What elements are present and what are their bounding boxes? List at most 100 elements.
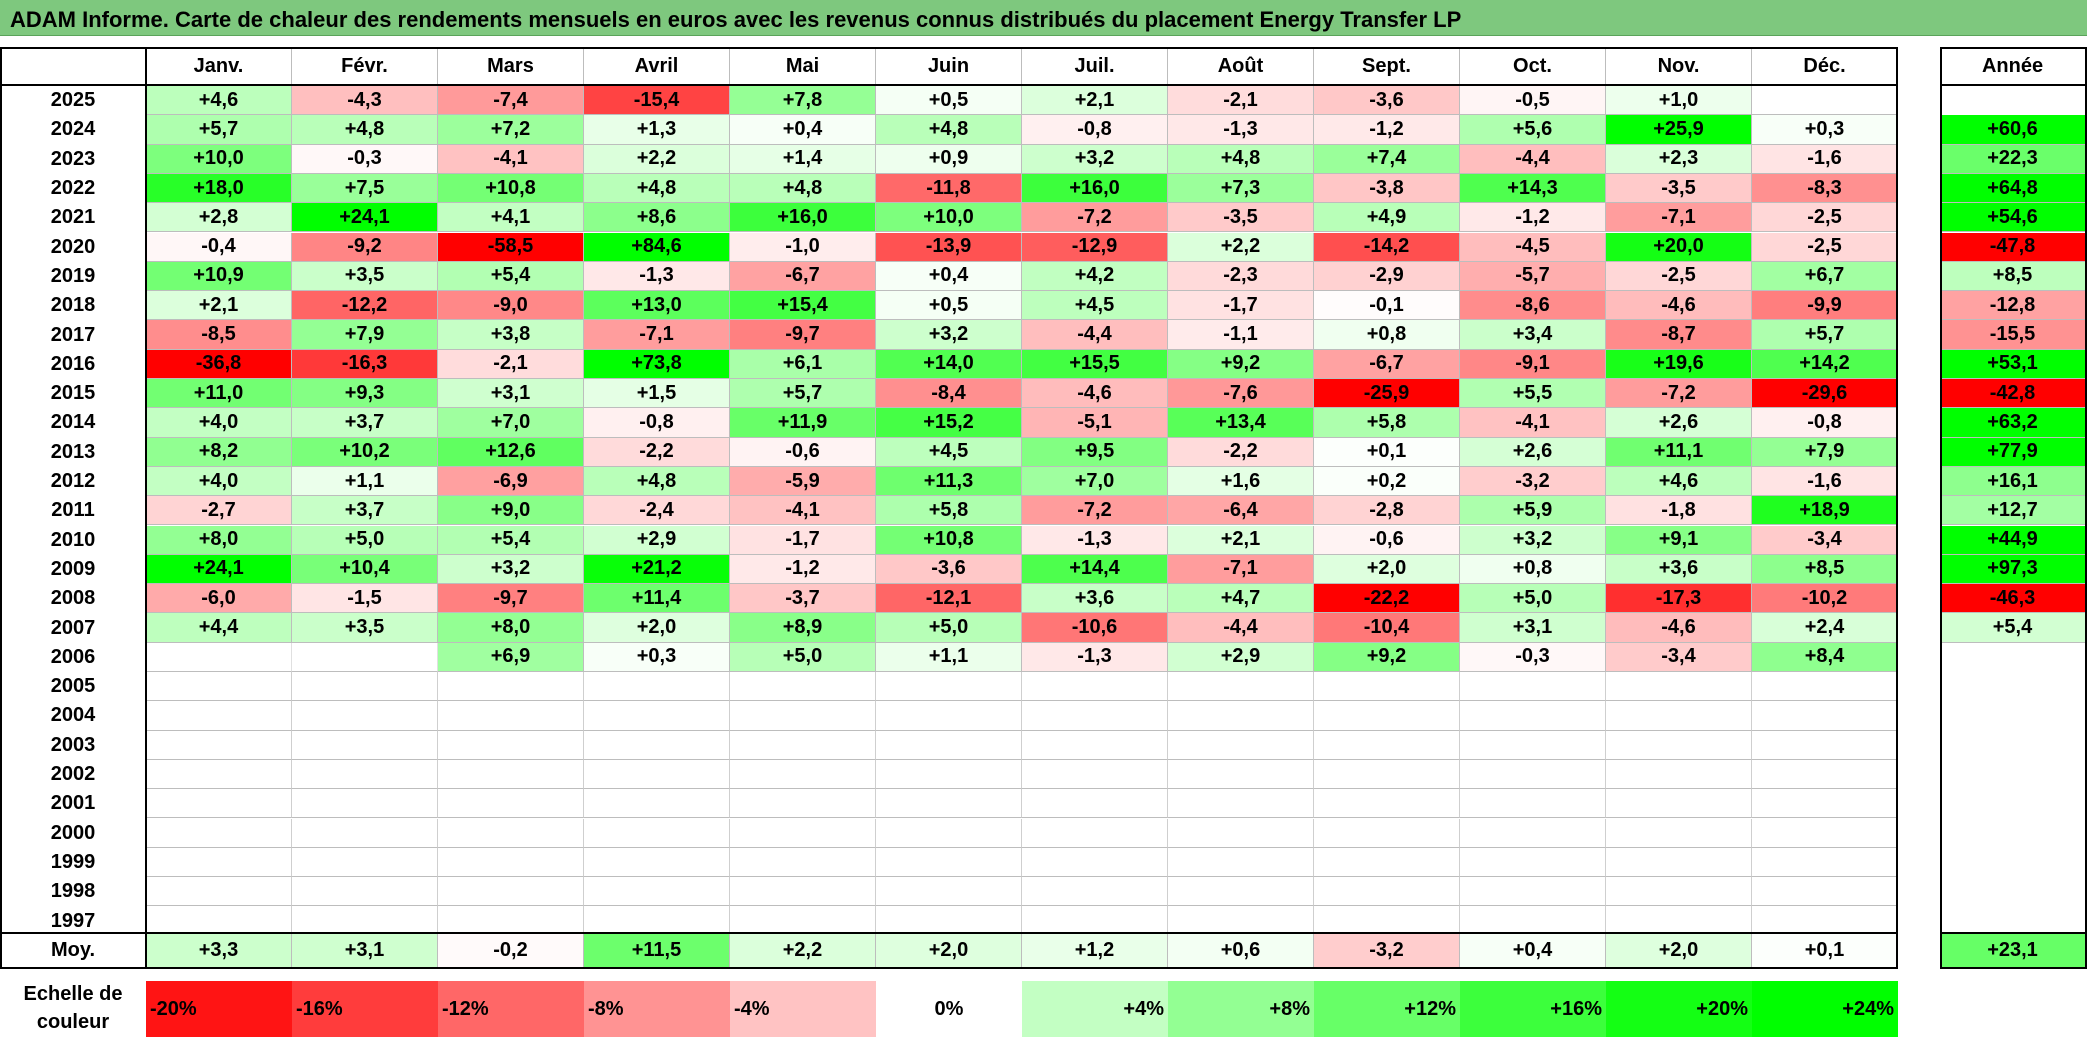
heatmap-cell [1460,730,1606,760]
heatmap-cell: -4,4 [1168,613,1314,643]
heatmap-cell: +2,8 [146,203,292,233]
heatmap-cell: +8,0 [146,525,292,555]
heatmap-cell [1168,701,1314,731]
year-label: 2018 [50,294,96,317]
heatmap-cell [1314,847,1460,878]
heatmap-cell [876,847,1022,878]
column-header: Mai [730,47,876,85]
heatmap-cell [1460,818,1606,848]
heatmap-cell: +2,1 [1168,525,1314,555]
heatmap-cell: +4,5 [1022,291,1168,321]
heatmap-cell [876,730,1022,760]
heatmap-cell: +24,1 [292,203,438,233]
heatmap-cell: -6,0 [146,584,292,614]
annual-cell: -46,3 [1940,584,2085,614]
heatmap-cell: +0,8 [1314,320,1460,350]
average-cell: +2,2 [730,933,876,967]
heatmap-cell: -0,8 [584,408,730,438]
heatmap-cell: -1,2 [730,554,876,585]
heatmap-cell: -4,1 [1460,408,1606,438]
heatmap-cell: +2,6 [1606,408,1752,438]
heatmap-cell: +7,5 [292,173,438,204]
heatmap-cell: +5,8 [876,496,1022,526]
heatmap-cell [1606,672,1752,702]
heatmap-cell: -3,2 [1460,466,1606,497]
heatmap-cell: +10,9 [146,261,292,292]
average-cell: +0,6 [1168,933,1314,967]
year-label: 2008 [50,587,96,610]
heatmap-cell: -7,2 [1606,379,1752,409]
heatmap-cell [1168,759,1314,790]
heatmap-cell: +2,2 [1168,232,1314,262]
heatmap-cell: -1,7 [1168,291,1314,321]
annual-cell [1940,86,2085,116]
heatmap-cell: -1,7 [730,525,876,555]
heatmap-cell: +4,8 [584,466,730,497]
heatmap-cell: +1,5 [584,379,730,409]
heatmap-cell: +24,1 [146,554,292,585]
heatmap-cell: +4,9 [1314,203,1460,233]
heatmap-cell: +2,2 [584,144,730,174]
heatmap-cell: +4,8 [1168,144,1314,174]
heatmap-cell [730,877,876,907]
heatmap-cell: -2,7 [146,496,292,526]
year-label: 1999 [50,850,96,873]
year-label: 2006 [50,645,96,668]
heatmap-cell [1168,906,1314,936]
annual-cell: +12,7 [1940,496,2085,526]
heatmap-cell: -0,8 [1022,115,1168,145]
heatmap-cell [1022,877,1168,907]
heatmap-cell [292,759,438,790]
heatmap-cell [1460,672,1606,702]
color-scale-swatch: +8% [1168,981,1314,1037]
heatmap-cell [1314,672,1460,702]
heatmap-cell [1022,701,1168,731]
heatmap-cell [584,730,730,760]
heatmap-cell: +0,3 [1752,115,1898,145]
heatmap-cell [584,906,730,936]
annual-cell [1940,730,2085,760]
heatmap-cell: +3,8 [438,320,584,350]
heatmap-cell: +4,0 [146,466,292,497]
heatmap-cell [292,847,438,878]
heatmap-cell: -1,3 [1022,525,1168,555]
color-scale-label: Echelle de couleur [23,982,123,1033]
heatmap-cell: +4,5 [876,437,1022,467]
heatmap-cell [1606,877,1752,907]
heatmap-cell [730,672,876,702]
heatmap-cell: -12,1 [876,584,1022,614]
heatmap-cell [146,818,292,848]
heatmap-cell [1752,672,1898,702]
heatmap-cell: -9,2 [292,232,438,262]
annual-header-divider [1940,84,2087,86]
heatmap-cell: -4,1 [730,496,876,526]
heatmap-cell: -9,1 [1460,349,1606,379]
heatmap-cell: +10,0 [876,203,1022,233]
heatmap-cell [1752,701,1898,731]
annual-cell: -42,8 [1940,379,2085,409]
heatmap-cell [584,847,730,878]
heatmap-cell: +8,4 [1752,642,1898,672]
heatmap-cell: +7,9 [292,320,438,350]
heatmap-cell: +3,5 [292,613,438,643]
heatmap-cell: +1,3 [584,115,730,145]
heatmap-cell: -22,2 [1314,584,1460,614]
annual-average-divider [1940,932,2087,934]
heatmap-cell [438,701,584,731]
heatmap-cell [1168,877,1314,907]
heatmap-cell [1460,847,1606,878]
heatmap-cell: -2,5 [1752,232,1898,262]
heatmap-cell: -4,5 [1460,232,1606,262]
heatmap-cell [1606,906,1752,936]
heatmap-cell [1606,701,1752,731]
chart-title: ADAM Informe. Carte de chaleur des rende… [10,7,1462,32]
heatmap-cell: +13,4 [1168,408,1314,438]
heatmap-cell [1022,672,1168,702]
heatmap-cell [292,642,438,672]
heatmap-cell [1752,847,1898,878]
heatmap-cell: +2,9 [1168,642,1314,672]
heatmap-cell: +2,1 [146,291,292,321]
heatmap-cell: -5,9 [730,466,876,497]
heatmap-cell [146,672,292,702]
heatmap-cell [584,818,730,848]
